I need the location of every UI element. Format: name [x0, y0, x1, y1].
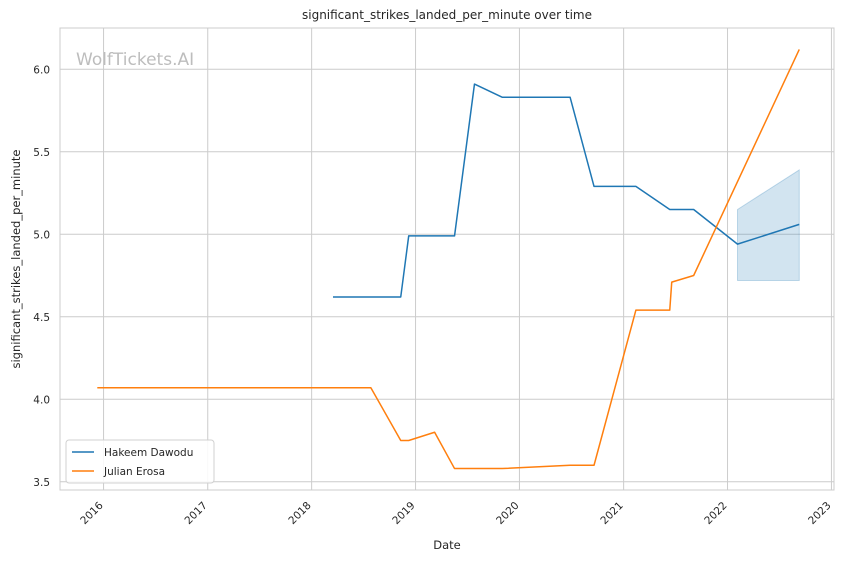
x-tick-label: 2023: [806, 500, 833, 527]
x-tick-label: 2019: [390, 500, 417, 527]
series-lines: [97, 49, 800, 470]
grid: [60, 28, 834, 490]
confidence-band-hakeem-dawodu: [736, 168, 800, 281]
y-tick-label: 4.0: [33, 394, 50, 406]
chart-title: significant_strikes_landed_per_minute ov…: [302, 8, 592, 22]
series-line-hakeem-dawodu: [332, 83, 800, 298]
y-tick-label: 5.0: [33, 229, 50, 241]
x-tick-label: 2022: [702, 500, 729, 527]
confidence-bands: [736, 168, 800, 281]
y-tick-label: 5.5: [33, 147, 50, 159]
legend-label-hakeem-dawodu: Hakeem Dawodu: [104, 447, 193, 459]
y-tick-label: 4.5: [33, 312, 50, 324]
plot-area: [59, 27, 835, 491]
y-tick-label: 3.5: [33, 477, 50, 489]
x-axis-label: Date: [433, 538, 461, 552]
legend-box: [65, 439, 215, 484]
watermark: WolfTickets.AI: [76, 50, 194, 70]
legend-label-julian-erosa: Julian Erosa: [103, 466, 165, 478]
x-tick-label: 2018: [286, 500, 313, 527]
y-tick-label: 6.0: [33, 64, 50, 76]
x-tick-label: 2017: [182, 500, 209, 527]
y-axis-label: significant_strikes_landed_per_minute: [9, 150, 23, 369]
legend: Hakeem Dawodu Julian Erosa: [65, 439, 215, 484]
x-tick-label: 2021: [598, 500, 625, 527]
x-tick-label: 2016: [78, 499, 106, 527]
series-line-julian-erosa: [97, 49, 800, 470]
x-tick-label: 2020: [494, 500, 521, 527]
